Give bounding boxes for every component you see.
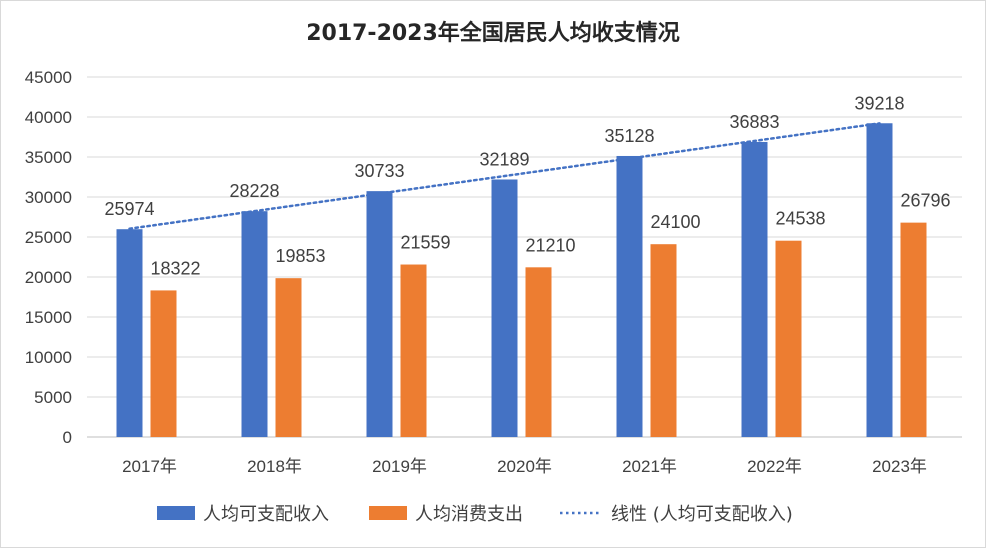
y-tick-label: 40000 — [25, 108, 72, 127]
bar-income — [741, 141, 768, 437]
y-axis: 0 5000 10000 15000 20000 25000 30000 35000 40000… — [25, 68, 72, 447]
bar-income — [491, 179, 518, 437]
gridlines — [87, 76, 962, 438]
legend-label-income: 人均可支配收入 — [203, 504, 329, 525]
bar-income — [616, 155, 643, 437]
bar-income — [366, 191, 393, 437]
x-tick-label: 2021年 — [622, 457, 677, 476]
data-label-income: 32189 — [479, 149, 529, 169]
legend-label-expense: 人均消费支出 — [415, 504, 523, 525]
bar-income — [866, 123, 893, 438]
y-tick-label: 0 — [63, 428, 72, 447]
bar-expense — [525, 267, 552, 437]
x-axis: 2017年 2018年 2019年 2020年 2021年 2022年 2023年 — [122, 457, 927, 476]
bar-income — [116, 229, 143, 437]
data-label-income: 35128 — [604, 126, 654, 146]
x-tick-label: 2017年 — [122, 457, 177, 476]
data-label-income: 28228 — [229, 181, 279, 201]
data-labels: 25974 18322 28228 19853 30733 21559 32189 21210… — [104, 93, 950, 278]
data-label-expense: 26796 — [900, 191, 950, 211]
data-label-expense: 24538 — [775, 209, 825, 229]
y-tick-label: 30000 — [25, 188, 72, 207]
bar-expense — [400, 264, 427, 437]
data-label-income: 30733 — [354, 161, 404, 181]
y-tick-label: 20000 — [25, 268, 72, 287]
x-tick-label: 2023年 — [872, 457, 927, 476]
bar-expense — [775, 240, 802, 437]
x-tick-label: 2019年 — [372, 457, 427, 476]
chart-title: 2017-2023年全国居民人均收支情况 — [306, 20, 680, 46]
data-label-expense: 18322 — [150, 258, 200, 278]
y-tick-label: 45000 — [25, 68, 72, 87]
trendline-income — [128, 122, 881, 230]
y-tick-label: 25000 — [25, 228, 72, 247]
data-label-expense: 19853 — [275, 246, 325, 266]
y-tick-label: 15000 — [25, 308, 72, 327]
legend-swatch-income — [157, 506, 195, 520]
legend-swatch-expense — [369, 506, 407, 520]
data-label-income: 36883 — [729, 112, 779, 132]
data-label-income: 25974 — [104, 199, 154, 219]
y-tick-label: 35000 — [25, 148, 72, 167]
y-tick-label: 10000 — [25, 348, 72, 367]
data-label-expense: 21210 — [525, 235, 575, 255]
trendline — [128, 122, 881, 230]
x-tick-label: 2020年 — [497, 457, 552, 476]
bar-expense — [150, 290, 177, 437]
legend-label-trendline: 线性 (人均可支配收入) — [611, 504, 793, 525]
x-tick-label: 2018年 — [247, 457, 302, 476]
legend: 人均可支配收入 人均消费支出 线性 (人均可支配收入) — [157, 504, 793, 525]
data-label-expense: 24100 — [650, 212, 700, 232]
bar-expense — [275, 278, 302, 437]
bar-expense — [650, 244, 677, 437]
data-label-expense: 21559 — [400, 233, 450, 253]
bars — [116, 123, 927, 438]
bar-income — [241, 211, 268, 437]
bar-expense — [900, 222, 927, 437]
x-tick-label: 2022年 — [747, 457, 802, 476]
y-tick-label: 5000 — [34, 388, 72, 407]
data-label-income: 39218 — [854, 93, 904, 113]
